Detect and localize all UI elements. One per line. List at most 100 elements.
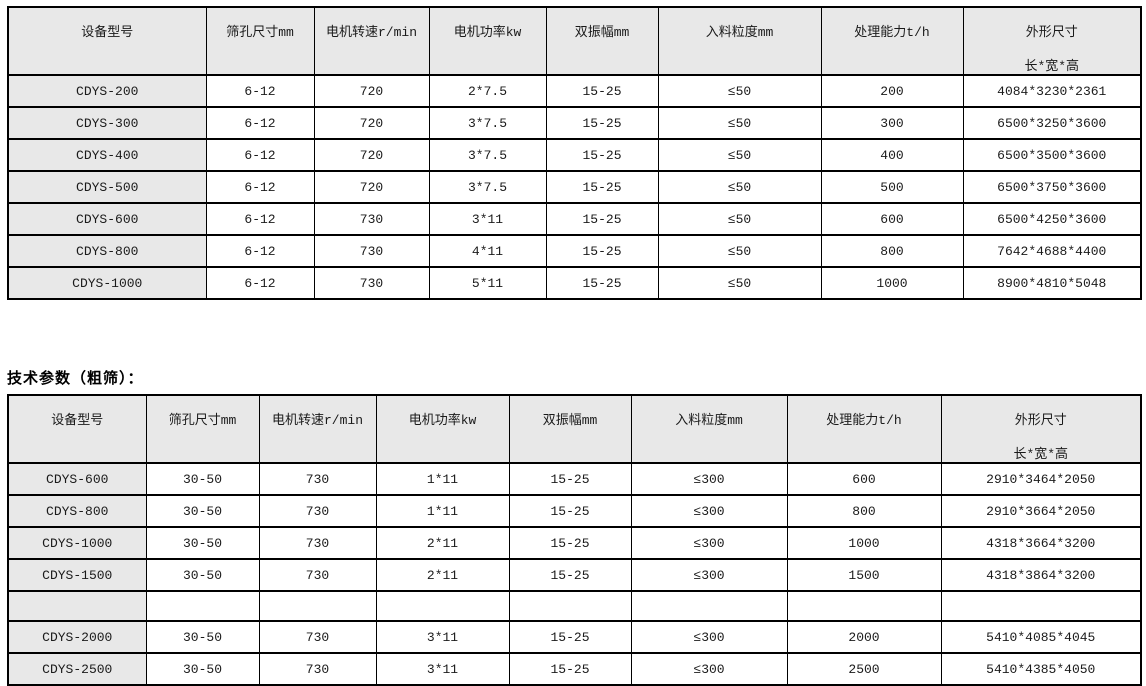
value-cell: 5*11 [428, 266, 547, 300]
value-cell: 2910*3464*2050 [940, 462, 1142, 496]
table-row: CDYS-800 30-50 730 1*11 15-25 ≤300 800 2910*366… [7, 494, 1142, 528]
value-cell: 2*7.5 [428, 74, 547, 108]
value-cell: 15-25 [508, 494, 632, 528]
value-cell: 720 [313, 138, 430, 172]
value-cell: ≤50 [657, 234, 822, 268]
value-cell: 1500 [786, 558, 942, 592]
table-row: CDYS-2500 30-50 730 3*11 15-25 ≤300 2500 5410*4… [7, 652, 1142, 686]
value-cell: 1*11 [375, 494, 510, 528]
table-row: CDYS-1000 30-50 730 2*11 15-25 ≤300 1000 4318*3… [7, 526, 1142, 560]
value-cell: 4*11 [428, 234, 547, 268]
value-cell: 730 [258, 652, 377, 686]
section-heading: 技术参数（粗筛）： [7, 370, 144, 387]
model-cell: CDYS-400 [7, 138, 207, 172]
column-header: 设备型号 [7, 394, 147, 464]
column-header-label: 处理能力t/h [854, 25, 930, 40]
value-cell: 6-12 [205, 266, 315, 300]
column-header: 电机功率kw [375, 394, 510, 464]
table-row: CDYS-600 6-12 730 3*11 15-25 ≤50 600 6500*4250*… [7, 202, 1142, 236]
value-cell: 8900*4810*5048 [962, 266, 1142, 300]
column-header-label: 筛孔尺寸mm [168, 413, 237, 428]
value-cell: ≤50 [657, 266, 822, 300]
value-cell: 4318*3864*3200 [940, 558, 1142, 592]
column-header-label: 电机功率kw [453, 25, 522, 40]
value-cell: 30-50 [145, 462, 260, 496]
column-header-label: 处理能力t/h [826, 413, 902, 428]
value-cell: 30-50 [145, 620, 260, 654]
column-header-label: 电机转速r/min [271, 413, 363, 428]
model-cell: CDYS-300 [7, 106, 207, 140]
value-cell: 6500*3500*3600 [962, 138, 1142, 172]
column-header-label: 设备型号 [51, 413, 104, 428]
value-cell: 720 [313, 170, 430, 204]
column-header: 电机转速r/min [258, 394, 377, 464]
fine-screen-spec-table: 设备型号 筛孔尺寸mm 电机转速r/min 电机功率kw 双振幅mm 入料粒度mm 处理能力… [7, 6, 1142, 300]
table-row: CDYS-800 6-12 730 4*11 15-25 ≤50 800 7642*4688*… [7, 234, 1142, 268]
table-row: CDYS-2000 30-50 730 3*11 15-25 ≤300 2000 5410*4… [7, 620, 1142, 654]
value-cell: 4084*3230*2361 [962, 74, 1142, 108]
value-cell: 6-12 [205, 234, 315, 268]
value-cell: 730 [258, 494, 377, 528]
value-cell: ≤50 [657, 74, 822, 108]
table-row: CDYS-500 6-12 720 3*7.5 15-25 ≤50 500 6500*3750… [7, 170, 1142, 204]
value-cell: 15-25 [508, 462, 632, 496]
value-cell: 600 [786, 462, 942, 496]
table-row: CDYS-600 30-50 730 1*11 15-25 ≤300 600 2910*346… [7, 462, 1142, 496]
table-row: CDYS-200 6-12 720 2*7.5 15-25 ≤50 200 4084*3230… [7, 74, 1142, 108]
value-cell [375, 590, 510, 622]
model-cell: CDYS-1000 [7, 266, 207, 300]
model-cell: CDYS-1500 [7, 558, 147, 592]
column-header-label: 入料粒度mm [675, 413, 743, 428]
column-header: 双振幅mm [545, 6, 659, 76]
value-cell: 15-25 [545, 170, 659, 204]
column-header: 入料粒度mm [630, 394, 788, 464]
value-cell: 730 [313, 266, 430, 300]
table-header: 设备型号 筛孔尺寸mm 电机转速r/min 电机功率kw 双振幅mm 入料粒度mm 处理能力… [7, 6, 1142, 76]
value-cell: 800 [786, 494, 942, 528]
value-cell: 6500*3750*3600 [962, 170, 1142, 204]
value-cell: ≤50 [657, 106, 822, 140]
model-cell: CDYS-800 [7, 234, 207, 268]
header-row: 设备型号 筛孔尺寸mm 电机转速r/min 电机功率kw 双振幅mm 入料粒度mm 处理能力… [7, 394, 1142, 464]
column-header: 外形尺寸 长*宽*高 [940, 394, 1142, 464]
model-cell: CDYS-2500 [7, 652, 147, 686]
value-cell: 3*11 [375, 652, 510, 686]
value-cell: 730 [258, 558, 377, 592]
value-cell: 730 [313, 234, 430, 268]
value-cell: 15-25 [508, 620, 632, 654]
value-cell: 2*11 [375, 558, 510, 592]
column-header: 处理能力t/h [820, 6, 964, 76]
value-cell: 3*7.5 [428, 170, 547, 204]
column-header: 筛孔尺寸mm [205, 6, 315, 76]
value-cell: ≤300 [630, 494, 788, 528]
value-cell: 730 [258, 620, 377, 654]
value-cell [630, 590, 788, 622]
column-header: 外形尺寸 长*宽*高 [962, 6, 1142, 76]
value-cell: 6-12 [205, 74, 315, 108]
value-cell: 5410*4085*4045 [940, 620, 1142, 654]
value-cell: 6-12 [205, 106, 315, 140]
value-cell: 1000 [820, 266, 964, 300]
value-cell: ≤300 [630, 558, 788, 592]
column-header: 电机功率kw [428, 6, 547, 76]
value-cell: 730 [258, 526, 377, 560]
value-cell: 3*7.5 [428, 138, 547, 172]
value-cell: 730 [313, 202, 430, 236]
value-cell: 730 [258, 462, 377, 496]
value-cell: 30-50 [145, 558, 260, 592]
column-header-sublabel: 长*宽*高 [1013, 447, 1069, 462]
value-cell [145, 590, 260, 622]
value-cell: 2*11 [375, 526, 510, 560]
value-cell: 30-50 [145, 494, 260, 528]
column-header: 入料粒度mm [657, 6, 822, 76]
column-header-label: 电机功率kw [408, 413, 477, 428]
column-header-label: 双振幅mm [542, 413, 598, 428]
value-cell: 720 [313, 106, 430, 140]
column-header: 处理能力t/h [786, 394, 942, 464]
table-row: CDYS-1000 6-12 730 5*11 15-25 ≤50 1000 8900*481… [7, 266, 1142, 300]
value-cell: 6-12 [205, 170, 315, 204]
value-cell: 30-50 [145, 652, 260, 686]
model-cell: CDYS-1000 [7, 526, 147, 560]
table-body: CDYS-600 30-50 730 1*11 15-25 ≤300 600 2910*346… [7, 462, 1142, 686]
value-cell: 720 [313, 74, 430, 108]
